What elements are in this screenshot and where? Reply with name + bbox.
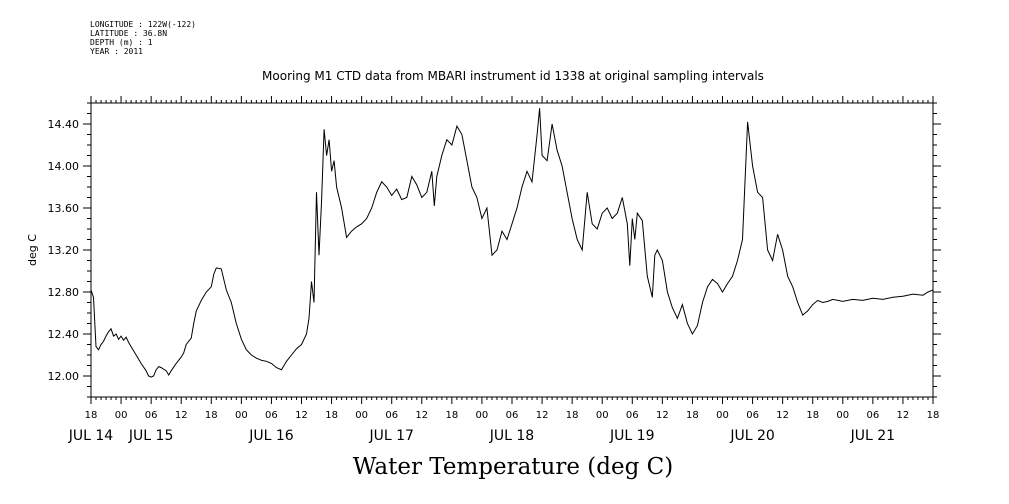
longitude-text: LONGITUDE : 122W(-122): [90, 20, 196, 29]
hour-tick-label: 06: [626, 410, 639, 421]
temperature-series-line: [90, 108, 934, 378]
day-label: JUL 18: [489, 428, 534, 444]
day-label: JUL 19: [609, 428, 654, 444]
day-label: JUL 16: [248, 428, 294, 444]
hour-tick-label: 00: [115, 410, 128, 421]
y-tick-label: 14.40: [48, 118, 80, 131]
y-tick-label: 14.00: [48, 160, 80, 173]
x-axis-label: Water Temperature (deg C): [353, 454, 673, 480]
metadata-block: LONGITUDE : 122W(-122) LATITUDE : 36.8N …: [90, 20, 196, 56]
y-tick-label: 12.00: [48, 370, 80, 383]
hour-tick-label: 00: [355, 410, 368, 421]
hour-tick-label: 18: [927, 410, 940, 421]
hour-tick-label: 00: [716, 410, 729, 421]
hour-tick-label: 12: [295, 410, 308, 421]
day-label: JUL 20: [729, 428, 774, 444]
hour-tick-label: 06: [265, 410, 278, 421]
year-text: YEAR : 2011: [90, 47, 143, 56]
hour-tick-label: 18: [205, 410, 218, 421]
hour-tick-label: 06: [866, 410, 879, 421]
hour-tick-label: 06: [145, 410, 158, 421]
hour-tick-label: 00: [476, 410, 489, 421]
day-label: JUL 15: [128, 428, 173, 444]
hour-tick-label: 12: [415, 410, 428, 421]
day-label: JUL 17: [368, 428, 413, 444]
depth-text: DEPTH (m) : 1: [90, 38, 153, 47]
hour-tick-label: 12: [175, 410, 188, 421]
hour-tick-label: 18: [445, 410, 458, 421]
hour-tick-label: 18: [85, 410, 98, 421]
hour-tick-label: 00: [596, 410, 609, 421]
hour-tick-label: 06: [746, 410, 759, 421]
hour-tick-label: 12: [776, 410, 789, 421]
hour-tick-label: 00: [235, 410, 248, 421]
hour-tick-label: 18: [686, 410, 699, 421]
hour-tick-label: 18: [325, 410, 338, 421]
y-tick-label: 12.40: [48, 328, 80, 341]
y-axis-label: deg C: [26, 234, 39, 266]
plot-frame: [90, 102, 934, 398]
y-tick-label: 13.20: [48, 244, 80, 257]
y-tick-label: 12.80: [48, 286, 80, 299]
hour-tick-label: 12: [536, 410, 549, 421]
chart-title: Mooring M1 CTD data from MBARI instrumen…: [262, 69, 764, 83]
hour-tick-label: 06: [506, 410, 519, 421]
hour-tick-label: 12: [897, 410, 910, 421]
y-tick-labels: 12.00 12.40 12.80 13.20 13.60 14.00 14.40: [48, 118, 80, 383]
y-tick-label: 13.60: [48, 202, 80, 215]
hour-tick-label: 12: [656, 410, 669, 421]
hour-tick-label: 18: [806, 410, 819, 421]
day-label: JUL 21: [850, 428, 895, 444]
latitude-text: LATITUDE : 36.8N: [90, 29, 168, 38]
tick-group: [83, 96, 941, 404]
hour-tick-label: 06: [385, 410, 398, 421]
x-tick-labels: 18 00 06 12 18 00 06 12 18 00 06 12 18 00 06 12 18 00 06 12…: [68, 410, 940, 444]
hour-tick-label: 00: [836, 410, 849, 421]
day-label: JUL 14: [68, 428, 114, 444]
hour-tick-label: 18: [566, 410, 579, 421]
series-group: [90, 108, 934, 378]
